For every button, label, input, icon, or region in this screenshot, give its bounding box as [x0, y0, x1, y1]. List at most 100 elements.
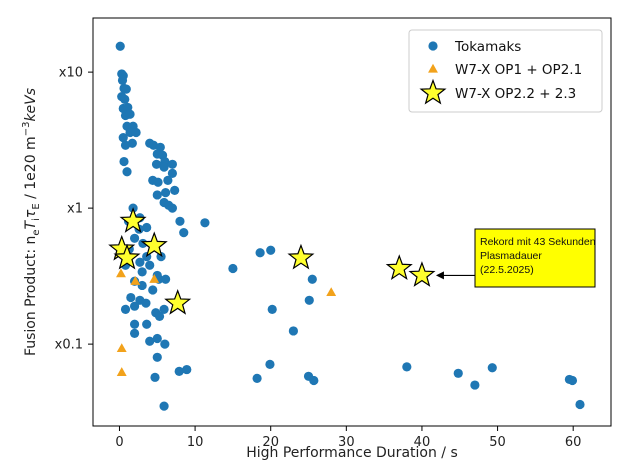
- tokamak-point: [453, 368, 463, 378]
- tokamak-point: [142, 319, 152, 329]
- w7x-op22-op23-star: [164, 288, 192, 315]
- tokamak-point: [309, 375, 319, 386]
- x-tick-label: 40: [414, 435, 431, 450]
- tokamak-point: [117, 75, 128, 85]
- y-tick-label: x1: [67, 202, 83, 217]
- x-tick-label: 30: [338, 435, 355, 450]
- tokamak-point: [255, 248, 265, 258]
- tokamak-point: [129, 328, 140, 338]
- tokamak-point: [175, 216, 185, 226]
- tokamak-point: [151, 159, 162, 169]
- annotation-arrow-head: [435, 271, 444, 280]
- x-tick-label: 60: [565, 435, 582, 450]
- x-tick-label: 50: [489, 435, 506, 450]
- tokamak-point: [145, 260, 155, 270]
- tokamak-point: [265, 359, 275, 369]
- y-axis-label-part: Fusion Product: n: [23, 236, 39, 356]
- tokamak-point: [120, 94, 130, 105]
- tokamak-point: [167, 203, 178, 213]
- tokamak-point: [160, 339, 170, 349]
- tokamak-point: [487, 363, 497, 373]
- w7x-op1-op21-point: [116, 367, 127, 376]
- w7x-op1-op21-point: [149, 274, 160, 283]
- tokamak-point: [137, 267, 147, 277]
- tokamak-point: [153, 177, 163, 187]
- w7x-op1-op21-point: [116, 268, 126, 278]
- x-tick-label: 0: [115, 435, 123, 450]
- w7x-op22-op23-star: [119, 207, 147, 233]
- w7x-op1-op21-point: [326, 287, 337, 297]
- tokamak-point: [115, 41, 125, 51]
- tokamak-point: [135, 257, 145, 267]
- annotation-line: Rekord mit 43 Sekunden: [480, 236, 596, 248]
- w7x-op1-op21-point: [116, 343, 127, 353]
- y-axis-label-part: keVs: [23, 88, 39, 122]
- x-tick-label: 20: [262, 435, 279, 450]
- w7x-op22-op23-star: [113, 243, 141, 270]
- tokamak-point: [120, 304, 131, 315]
- tokamak-point: [179, 228, 189, 238]
- tokamak-point: [402, 362, 412, 372]
- tokamak-point: [174, 366, 184, 377]
- tokamak-point: [307, 274, 317, 284]
- tokamak-point: [152, 190, 162, 200]
- tokamak-point: [126, 292, 136, 303]
- annotation-line: (22.5.2025): [480, 264, 534, 276]
- x-axis-label: High Performance Duration / s: [246, 445, 458, 461]
- tokamak-point: [131, 127, 141, 138]
- annotation-box: [474, 228, 596, 288]
- annotation: Rekord mit 43 Sekunden Plasmadauer (22.5.2…: [435, 228, 596, 288]
- y-axis-label-part: i: [31, 218, 42, 221]
- w7x-op22-op23-star: [140, 231, 168, 258]
- tokamak-point: [567, 375, 578, 386]
- tokamak-point: [148, 285, 158, 295]
- tokamak-point: [121, 84, 131, 94]
- data-points: [108, 41, 585, 411]
- w7x-op22-op23-star: [385, 254, 413, 280]
- tokamak-point: [163, 175, 173, 185]
- legend-triangle-marker: [428, 63, 438, 73]
- tokamak-point: [288, 326, 298, 336]
- tokamak-point: [160, 188, 171, 198]
- tokamak-point: [120, 140, 131, 150]
- tokamak-point: [142, 222, 152, 233]
- tokamak-point: [129, 319, 140, 329]
- legend-entry-label: Tokamaks: [454, 39, 521, 55]
- legend-box: [408, 29, 603, 113]
- y-tick-label: x10: [59, 66, 83, 81]
- tokamak-point: [470, 380, 480, 390]
- plot-area-frame: [92, 17, 612, 427]
- tokamak-point: [182, 364, 192, 375]
- y-axis-label-part: T: [23, 219, 39, 229]
- y-axis-label: Fusion Product: neTiτE / 1e20 m−3keVs: [21, 88, 42, 356]
- tokamak-point: [122, 167, 132, 177]
- w7x-op22-op23-star: [287, 243, 315, 270]
- tokamak-point: [304, 295, 314, 305]
- tokamak-point: [160, 274, 171, 284]
- tokamak-point: [159, 304, 169, 315]
- tokamak-point: [152, 333, 162, 344]
- tokamak-point: [267, 304, 277, 315]
- tokamak-point: [252, 373, 262, 383]
- tokamak-point: [228, 263, 238, 274]
- tokamak-point: [137, 280, 147, 291]
- tokamak-point: [154, 311, 165, 321]
- tokamak-point: [150, 372, 160, 382]
- w7x-op1-op21-point: [130, 276, 141, 285]
- tokamak-point: [141, 298, 151, 308]
- tokamak-point: [170, 185, 180, 195]
- y-axis-label-part: e: [31, 229, 42, 235]
- tokamak-point: [200, 218, 210, 228]
- legend: Tokamaks W7-X OP1 + OP2.1 W7-X OP2.2 + 2.3: [408, 29, 603, 113]
- tokamak-point: [159, 401, 169, 411]
- tokamak-point: [159, 162, 169, 172]
- y-tick-label: x0.1: [55, 338, 83, 353]
- tokamak-point: [129, 301, 140, 311]
- tokamak-point: [119, 156, 129, 167]
- tokamak-point: [266, 245, 276, 255]
- y-axis-label-part: E: [31, 203, 42, 209]
- tokamak-point: [167, 159, 178, 169]
- legend-circle-marker: [428, 41, 438, 51]
- tokamak-point: [145, 336, 155, 346]
